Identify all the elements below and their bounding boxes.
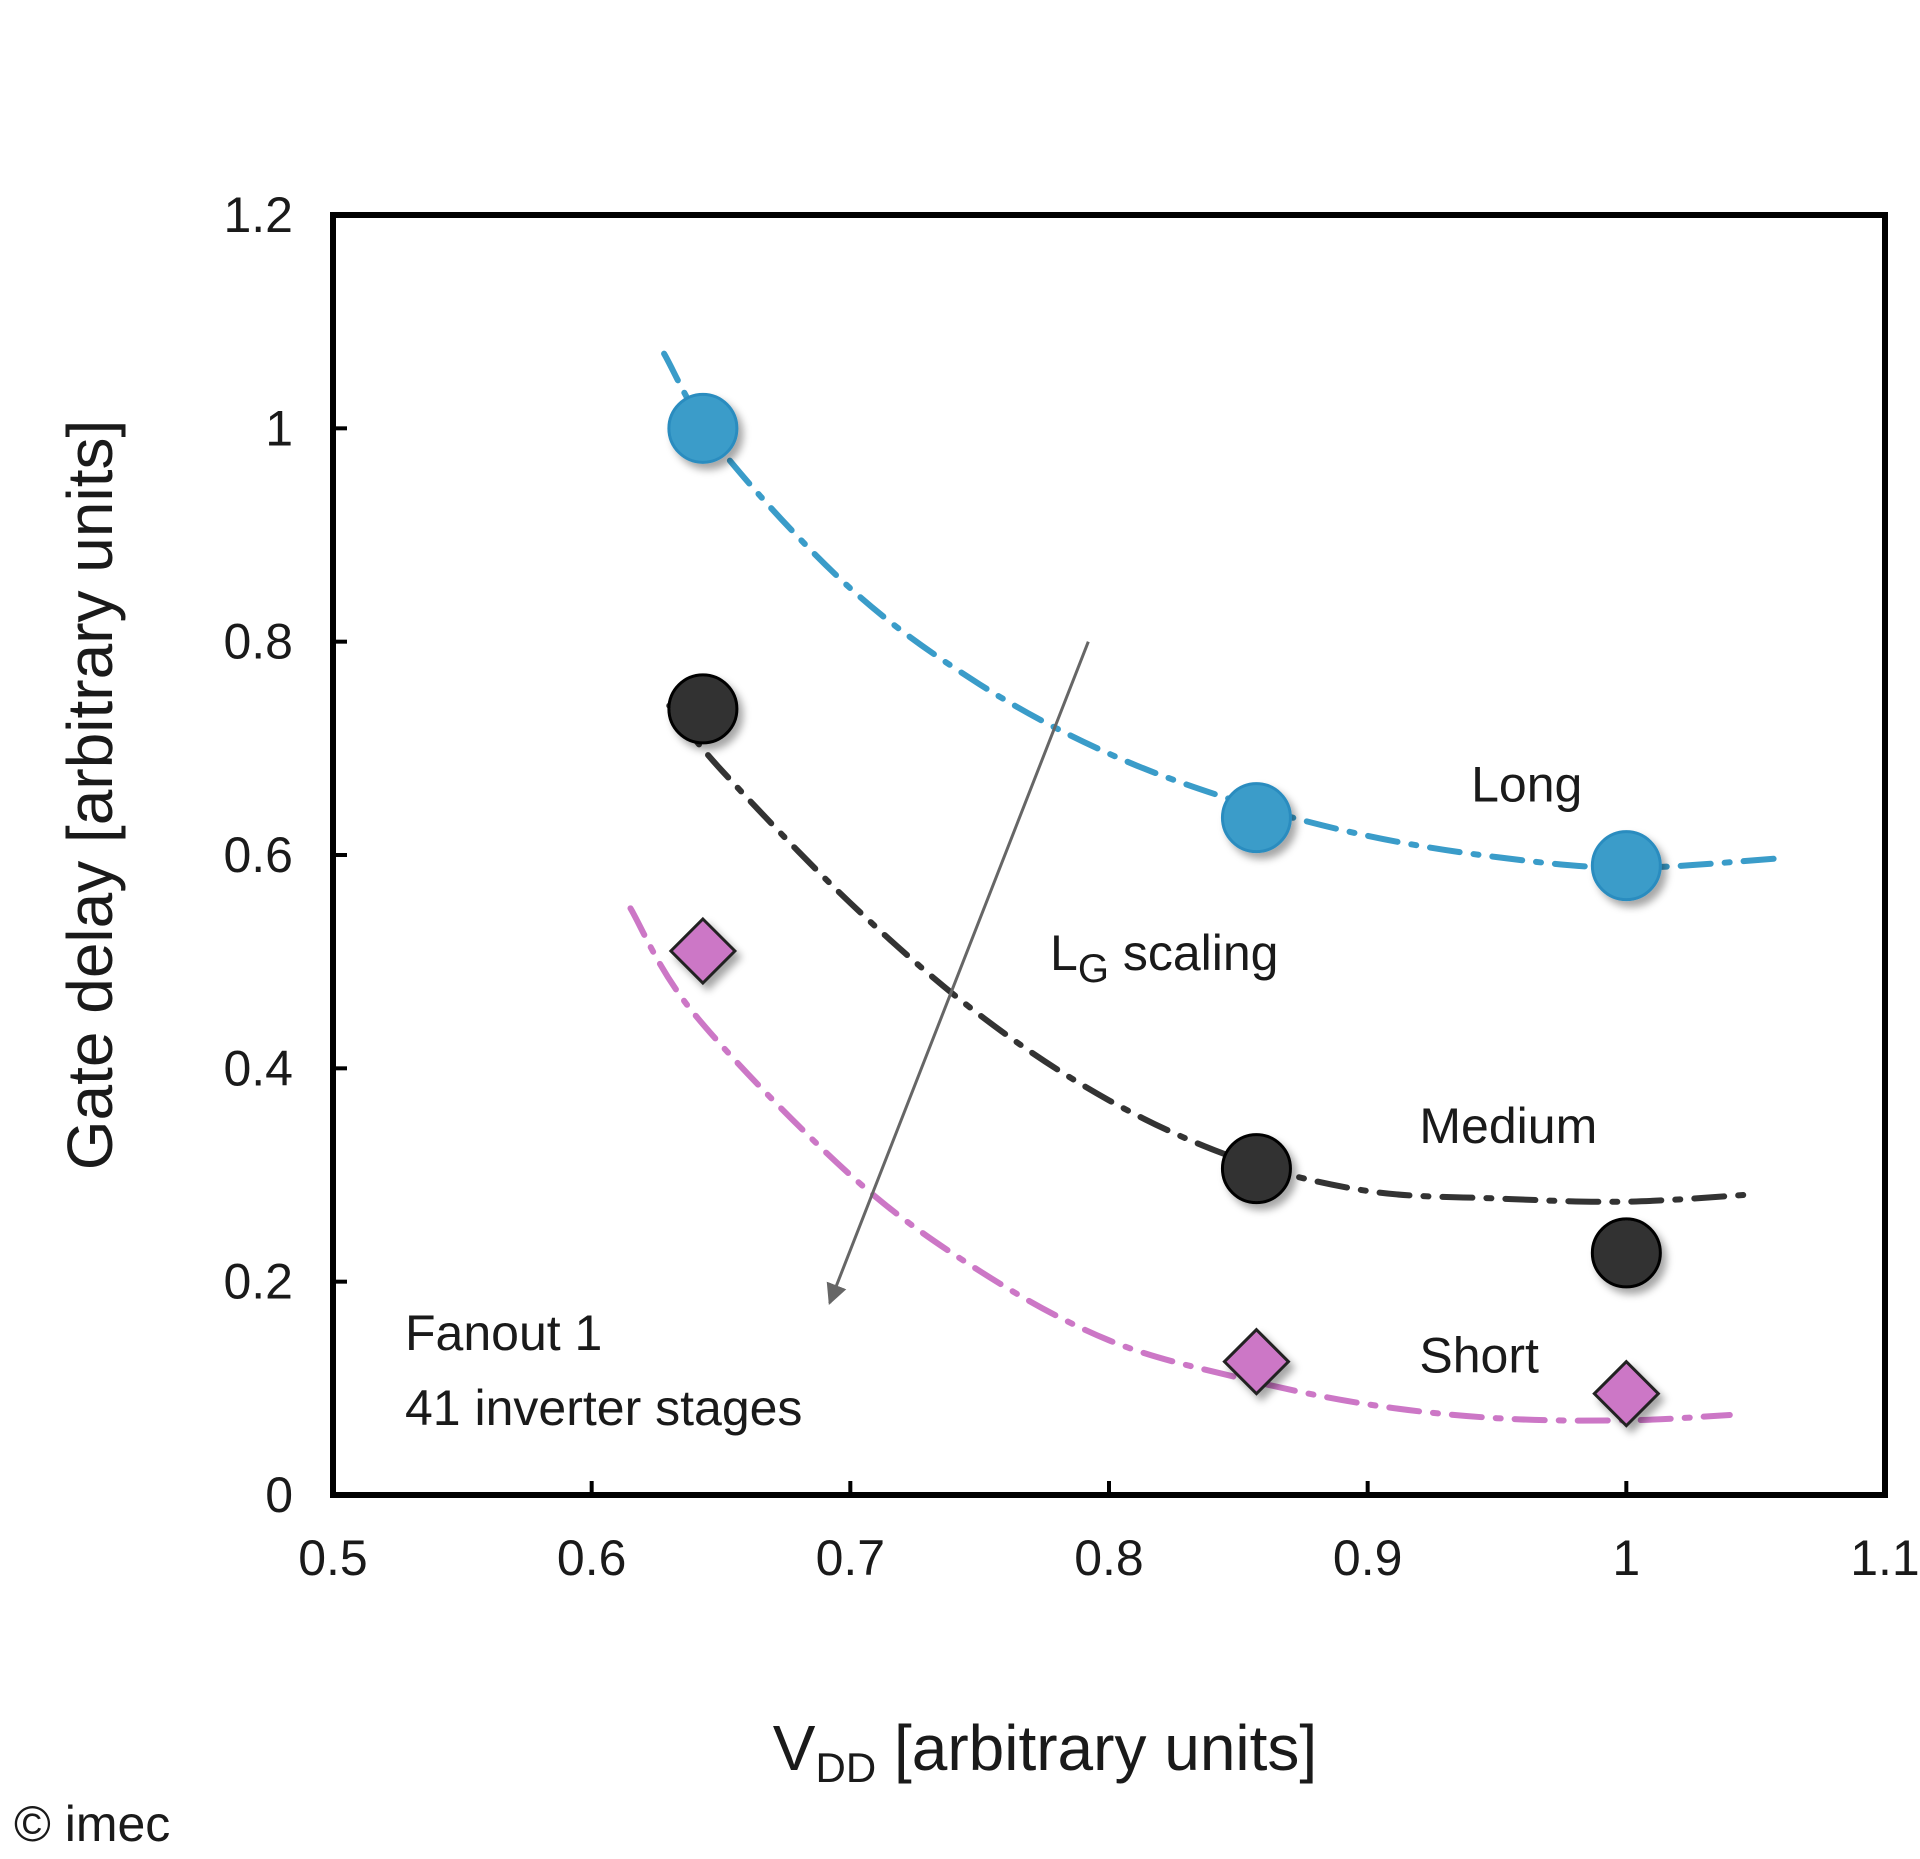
x-tick-label: 0.9 bbox=[1333, 1530, 1403, 1586]
data-point-long bbox=[667, 392, 739, 464]
x-tick-label: 1 bbox=[1612, 1530, 1640, 1586]
trend-line-medium bbox=[666, 702, 1759, 1205]
x-tick-label: 0.5 bbox=[298, 1530, 368, 1586]
series-label-short: Short bbox=[1419, 1327, 1539, 1383]
data-point-short bbox=[668, 916, 738, 986]
data-point-medium bbox=[1220, 1133, 1292, 1205]
imec-credit: © imec bbox=[14, 1796, 171, 1852]
trend-line-long bbox=[661, 350, 1785, 871]
data-point-short bbox=[1222, 1327, 1291, 1396]
x-tick-label: 0.7 bbox=[816, 1530, 886, 1586]
x-tick-label: 0.6 bbox=[557, 1530, 627, 1586]
y-tick-label: 0.4 bbox=[223, 1040, 293, 1096]
y-tick-label: 0.6 bbox=[223, 827, 293, 883]
lg-scaling-arrow bbox=[826, 641, 1090, 1305]
x-tick-label: 0.8 bbox=[1074, 1530, 1144, 1586]
data-point-short bbox=[1592, 1359, 1661, 1428]
x-tick-label: 1.1 bbox=[1850, 1530, 1920, 1586]
data-point-long bbox=[1220, 782, 1292, 854]
series-label-long: Long bbox=[1471, 757, 1582, 813]
y-tick-label: 1 bbox=[265, 400, 293, 456]
y-tick-label: 0.2 bbox=[223, 1254, 293, 1310]
y-tick-label: 0.8 bbox=[223, 614, 293, 670]
x-axis-title: VDD [arbitrary units] bbox=[773, 1712, 1317, 1791]
y-tick-label: 1.2 bbox=[223, 187, 293, 243]
trend-line-short bbox=[627, 905, 1733, 1424]
lg-scaling-label: LG scaling bbox=[1050, 925, 1278, 991]
inverter-stages-annotation: 41 inverter stages bbox=[405, 1380, 802, 1436]
data-point-long bbox=[1590, 830, 1662, 902]
series-label-medium: Medium bbox=[1419, 1098, 1597, 1154]
data-point-medium bbox=[667, 673, 739, 745]
fanout-annotation: Fanout 1 bbox=[405, 1305, 602, 1361]
data-point-medium bbox=[1590, 1217, 1662, 1289]
y-tick-label: 0 bbox=[265, 1467, 293, 1523]
y-axis-title: Gate delay [arbitrary units] bbox=[54, 420, 126, 1171]
